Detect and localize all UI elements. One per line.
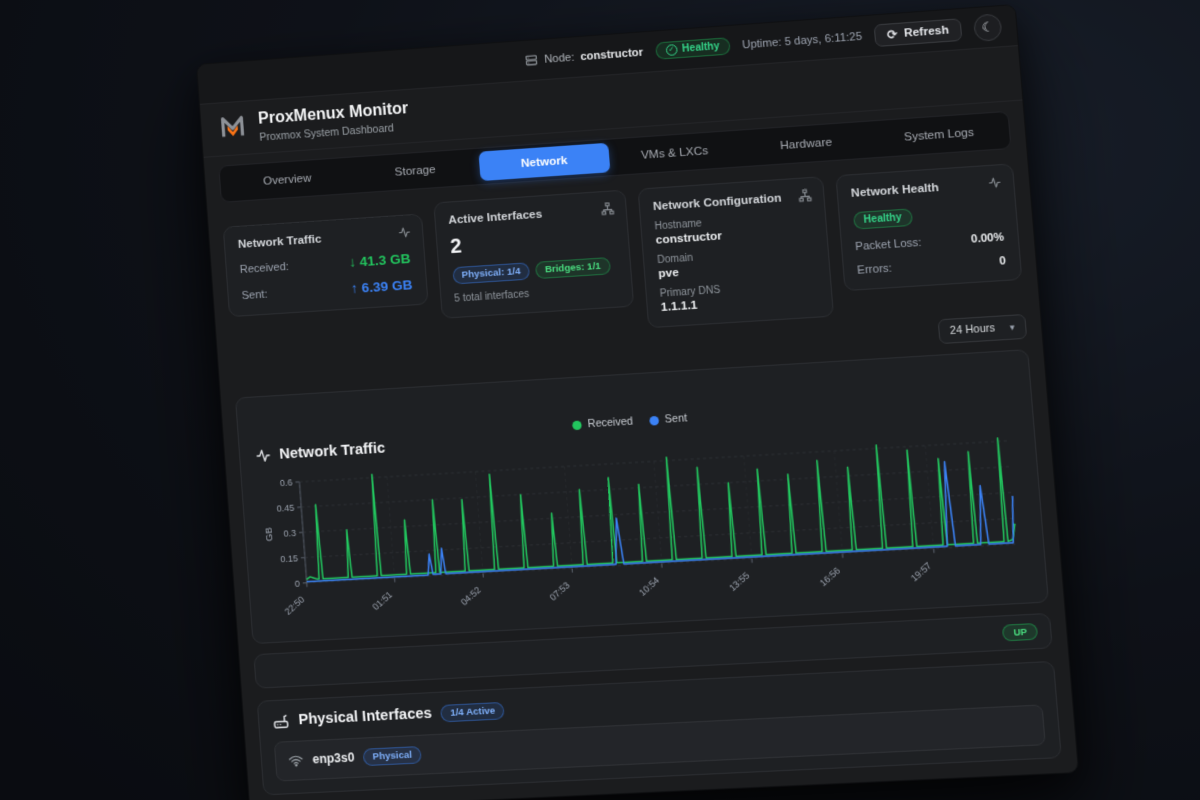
refresh-button[interactable]: ⟳ Refresh — [873, 17, 963, 47]
uptime-text: Uptime: 5 days, 6:11:25 — [741, 30, 863, 52]
svg-text:04:52: 04:52 — [459, 585, 483, 608]
received-value: ↓ 41.3 GB — [348, 250, 412, 270]
tab-hardware[interactable]: Hardware — [779, 135, 833, 152]
up-arrow-icon: ↑ — [350, 280, 359, 297]
active-interfaces-card: Active Interfaces 2 Physical: 1/4 Bridge… — [432, 189, 635, 319]
node-label: Node: — [543, 51, 575, 66]
card-title: Network Configuration — [652, 192, 782, 214]
check-circle-icon: ✓ — [665, 44, 678, 57]
svg-text:13:55: 13:55 — [727, 570, 751, 593]
svg-text:10:54: 10:54 — [637, 575, 661, 598]
timeframe-dropdown[interactable]: 24 Hours ▾ — [937, 313, 1028, 345]
legend-item-sent: Sent — [648, 412, 688, 427]
theme-toggle-button[interactable]: ☾ — [972, 12, 1003, 42]
total-interfaces-note: 5 total interfaces — [453, 288, 530, 305]
physical-interfaces-title: Physical Interfaces — [297, 705, 433, 729]
packet-loss-label: Packet Loss: — [854, 236, 922, 254]
moon-icon: ☾ — [980, 18, 995, 35]
node-name: constructor — [579, 46, 644, 63]
wifi-icon — [288, 752, 304, 768]
physical-count-badge: Physical: 1/4 — [451, 262, 531, 285]
tab-storage[interactable]: Storage — [394, 163, 436, 179]
card-title: Network Health — [850, 181, 940, 200]
tab-network[interactable]: Network — [478, 142, 611, 182]
svg-text:0.3: 0.3 — [283, 528, 296, 539]
node-chip: Node: constructor — [524, 46, 644, 68]
server-icon — [524, 53, 538, 67]
up-status-badge: UP — [1002, 622, 1039, 641]
network-configuration-card: Network Configuration Hostname construct… — [637, 176, 834, 329]
legend-dot-received — [572, 419, 582, 430]
proxmenux-dashboard-window: Node: constructor ✓ Healthy Uptime: 5 da… — [196, 3, 1080, 800]
router-icon — [272, 712, 290, 730]
errors-label: Errors: — [856, 262, 893, 277]
card-title: Network Traffic — [237, 233, 322, 252]
health-status-badge: ✓ Healthy — [654, 37, 731, 60]
chart-title: Network Traffic — [255, 440, 386, 464]
tab-system-logs[interactable]: System Logs — [903, 126, 975, 144]
errors-value: 0 — [998, 254, 1007, 268]
svg-text:0.6: 0.6 — [279, 477, 292, 488]
received-label: Received: — [239, 260, 290, 276]
interface-type-badge: Physical — [362, 745, 422, 766]
legend-item-received: Received — [572, 415, 633, 431]
svg-text:07:53: 07:53 — [548, 580, 572, 603]
network-health-badge: Healthy — [852, 208, 913, 230]
tab-overview[interactable]: Overview — [262, 171, 312, 188]
network-tree-icon — [797, 188, 812, 207]
svg-text:0: 0 — [294, 578, 300, 588]
network-traffic-card: Network Traffic Received: ↓ 41.3 GB Sent… — [222, 213, 429, 318]
svg-text:19:57: 19:57 — [909, 560, 934, 583]
card-title: Active Interfaces — [448, 208, 543, 227]
activity-icon — [397, 225, 412, 244]
app-header: ProxMenux Monitor Proxmox System Dashboa… — [199, 46, 1023, 158]
refresh-icon: ⟳ — [886, 26, 899, 42]
interface-name: enp3s0 — [312, 750, 355, 767]
svg-text:0.45: 0.45 — [276, 502, 294, 513]
network-traffic-chart-card: Network Traffic Received Sent 0 0.15 0.3 0.… — [234, 349, 1049, 644]
proxmenux-logo — [217, 111, 249, 148]
sent-label: Sent: — [241, 287, 268, 302]
down-arrow-icon: ↓ — [348, 254, 357, 270]
network-health-card: Network Health Healthy Packet Loss: 0.00… — [834, 163, 1023, 292]
sent-value: ↑ 6.39 GB — [350, 277, 414, 297]
interface-count: 2 — [449, 235, 463, 259]
svg-text:0.15: 0.15 — [280, 553, 298, 564]
svg-text:22:50: 22:50 — [283, 594, 307, 617]
bridges-count-badge: Bridges: 1/1 — [535, 257, 611, 280]
active-count-badge: 1/4 Active — [440, 701, 506, 722]
activity-icon — [255, 447, 272, 464]
svg-text:GB: GB — [263, 527, 275, 541]
traffic-line-chart: 0 0.15 0.3 0.45 0.6 GB 22:50 01:51 04:52 07:53 10:… — [263, 428, 1031, 617]
svg-text:16:56: 16:56 — [818, 565, 842, 588]
activity-icon — [987, 175, 1002, 194]
packet-loss-value: 0.00% — [970, 231, 1005, 246]
tab-vms-lxcs[interactable]: VMs & LXCs — [640, 144, 709, 162]
svg-text:01:51: 01:51 — [370, 589, 394, 612]
chevron-down-icon: ▾ — [1009, 321, 1015, 333]
network-icon — [600, 202, 615, 221]
legend-dot-sent — [648, 415, 659, 426]
